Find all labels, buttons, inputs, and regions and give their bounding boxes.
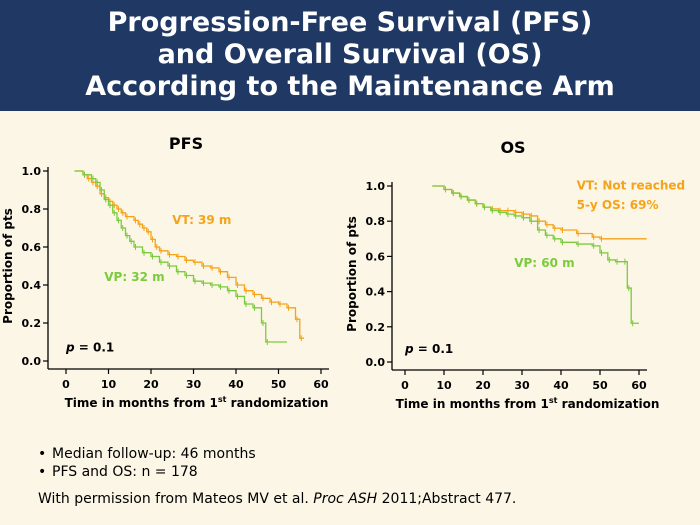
median-follow-up-text: Median follow-up: 46 months (52, 446, 256, 462)
y-tick-label: 0.0 (22, 355, 42, 368)
slide-title-line-3: According to the Maintenance Arm (85, 71, 615, 102)
title-banner: Progression-Free Survival (PFS) and Over… (0, 0, 700, 111)
y-tick-label: 1.0 (22, 165, 42, 178)
series-vt-line (74, 170, 304, 339)
p-value-symbol: p (404, 342, 414, 356)
x-axis-label-part: randomization (557, 397, 659, 411)
series-vp-line (432, 185, 639, 324)
y-tick-label: 0.4 (22, 279, 42, 292)
slide-title-line-1: Progression-Free Survival (PFS) (107, 7, 593, 38)
x-tick-label: 0 (62, 378, 70, 391)
y-tick-label: 0.6 (366, 250, 386, 263)
series-vp-annotation: VP: 32 m (104, 270, 164, 284)
x-tick-label: 40 (228, 378, 244, 391)
bullet-icon: • (38, 464, 47, 480)
x-tick-label: 30 (514, 379, 530, 392)
series-vp-line (74, 170, 287, 343)
x-tick-label: 50 (592, 379, 608, 392)
os-chart-svg: OS 0.0 0.2 0.4 0.6 0.8 1.0 0 10 20 30 40 50 60 Proport… (345, 138, 686, 411)
y-tick-label: 0.2 (22, 317, 42, 330)
bullet-icon: • (38, 446, 47, 462)
p-value-text: = 0.1 (414, 342, 454, 356)
x-tick-label: 0 (401, 379, 409, 392)
series-vp-annotation: VP: 60 m (514, 256, 574, 270)
x-tick-label: 60 (631, 379, 647, 392)
x-tick-label: 40 (553, 379, 569, 392)
x-axis-label: Time in months from 1st randomization (65, 395, 329, 410)
list-item: • Median follow-up: 46 months (38, 445, 256, 463)
x-tick-label: 20 (475, 379, 491, 392)
x-tick-label: 10 (101, 378, 117, 391)
notes-list: • Median follow-up: 46 months • PFS and … (38, 445, 256, 481)
y-tick-label: 0.6 (22, 241, 42, 254)
x-axis-label-superscript: st (549, 396, 558, 405)
y-tick-label: 0.8 (22, 203, 42, 216)
p-value-symbol: p (65, 341, 75, 355)
x-axis-label-part: randomization (226, 396, 328, 410)
citation: With permission from Mateos MV et al. Pr… (38, 491, 516, 507)
pfs-chart-svg: PFS 0.0 0.2 0.4 0.6 0.8 1.0 0 10 20 30 40 50 60 Propor… (1, 134, 329, 410)
p-value-annotation: p = 0.1 (404, 342, 453, 356)
series-vt-annotation: 5-y OS: 69% (577, 198, 659, 212)
series-vt-annotation: VT: 39 m (172, 213, 231, 227)
p-value-text: = 0.1 (75, 341, 115, 355)
y-tick-label: 0.2 (366, 321, 386, 334)
series-vt-annotation: VT: Not reached (577, 179, 686, 193)
os-chart: OS 0.0 0.2 0.4 0.6 0.8 1.0 0 10 20 30 40 50 60 Proport… (345, 125, 700, 425)
citation-suffix: 2011;Abstract 477. (377, 491, 517, 507)
x-tick-label: 60 (313, 378, 329, 391)
y-tick-label: 0.8 (366, 215, 386, 228)
x-tick-label: 50 (271, 378, 287, 391)
citation-prefix: With permission from Mateos MV et al. (38, 491, 314, 507)
x-tick-label: 20 (143, 378, 159, 391)
chart-title: OS (500, 138, 525, 157)
x-axis-label-part: Time in months from 1 (65, 396, 218, 410)
p-value-annotation: p = 0.1 (65, 341, 114, 355)
pfs-chart: PFS 0.0 0.2 0.4 0.6 0.8 1.0 0 10 20 30 40 50 60 Propor… (0, 125, 345, 425)
y-tick-label: 0.4 (366, 286, 386, 299)
x-tick-label: 30 (186, 378, 202, 391)
list-item: • PFS and OS: n = 178 (38, 463, 256, 481)
x-axis-label-superscript: st (218, 395, 227, 404)
x-tick-label: 10 (436, 379, 452, 392)
slide-title-line-2: and Overall Survival (OS) (157, 39, 543, 70)
y-axis-label: Proportion of pts (345, 216, 359, 332)
x-axis-label-part: Time in months from 1 (396, 397, 549, 411)
y-tick-label: 1.0 (366, 180, 386, 193)
y-axis-label: Proportion of pts (1, 208, 15, 324)
chart-title: PFS (169, 134, 203, 153)
y-tick-label: 0.0 (366, 356, 386, 369)
x-axis-label: Time in months from 1st randomization (396, 396, 660, 411)
citation-journal: Proc ASH (313, 491, 378, 507)
sample-size-text: PFS and OS: n = 178 (52, 464, 198, 480)
